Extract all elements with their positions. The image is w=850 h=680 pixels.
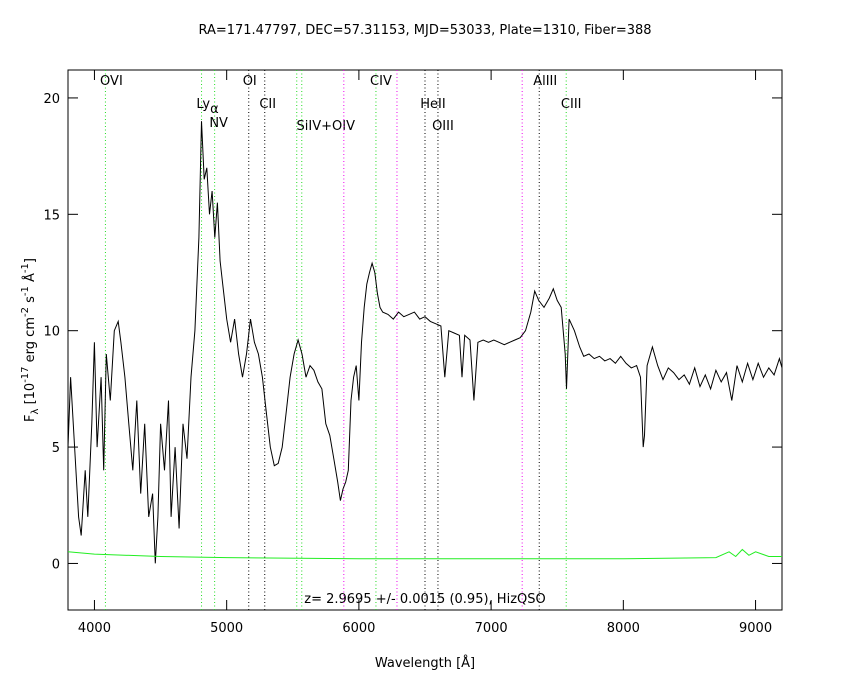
- chart-title: RA=171.47797, DEC=57.31153, MJD=53033, P…: [198, 23, 651, 38]
- y-axis-label-part: -2: [20, 307, 31, 317]
- line-label-text: CIII: [561, 97, 582, 112]
- spectrum-line: [67, 548, 782, 560]
- line-label: CIII: [561, 97, 582, 112]
- line-label: CII: [259, 97, 276, 112]
- line-label: AlIII: [533, 74, 557, 89]
- line-label-text: SiIV+OIV: [297, 119, 356, 134]
- y-axis-label: Fλ [10-17 erg cm-2 s-1 Å-1]: [20, 258, 41, 422]
- x-tick-label: 6000: [342, 621, 375, 636]
- line-label-text: CII: [259, 97, 276, 112]
- x-axis-label: Wavelength [Å]: [375, 655, 475, 671]
- y-axis-label-part: -1: [20, 286, 31, 296]
- x-tick-label: 4000: [78, 621, 111, 636]
- y-axis-label-part: λ: [30, 408, 41, 414]
- x-tick-label: 5000: [210, 621, 243, 636]
- y-tick-label: 20: [43, 92, 60, 107]
- line-label-text: OI: [243, 74, 257, 89]
- y-axis-label-part: erg cm: [23, 317, 38, 366]
- spectrum-line: [67, 121, 783, 564]
- line-label-text: HeII: [420, 97, 445, 112]
- line-label: OIII: [432, 119, 454, 134]
- line-label: OI: [243, 74, 257, 89]
- line-label-text: AlIII: [533, 74, 557, 89]
- y-axis-label-part: s: [23, 296, 38, 307]
- y-tick-label: 5: [52, 441, 60, 456]
- y-axis-label-part: F: [23, 414, 38, 421]
- line-label-text: OIII: [432, 119, 454, 134]
- x-tick-label: 7000: [475, 621, 508, 636]
- line-label-text: Ly: [196, 97, 210, 112]
- y-tick-label: 10: [43, 325, 60, 340]
- line-label: Lyα: [196, 97, 218, 117]
- line-label-text: OVI: [100, 74, 123, 89]
- line-label: OVI: [100, 74, 123, 89]
- line-label: HeII: [420, 97, 445, 112]
- line-label-text: CIV: [370, 74, 392, 89]
- y-axis-label-part: ]: [23, 258, 38, 263]
- x-tick-label: 8000: [607, 621, 640, 636]
- line-label: NV: [209, 116, 228, 131]
- y-axis-label-part: [10: [23, 383, 38, 409]
- line-label: SiIV+OIV: [297, 119, 356, 134]
- y-tick-label: 0: [52, 557, 60, 572]
- y-axis-label-part: -1: [20, 263, 31, 273]
- line-label: CIV: [370, 74, 392, 89]
- y-axis-label-part: Å: [22, 273, 38, 286]
- x-tick-label: 9000: [739, 621, 772, 636]
- line-label-text: NV: [209, 116, 228, 131]
- y-axis-label-part: -17: [20, 366, 31, 382]
- y-tick-label: 15: [43, 208, 60, 223]
